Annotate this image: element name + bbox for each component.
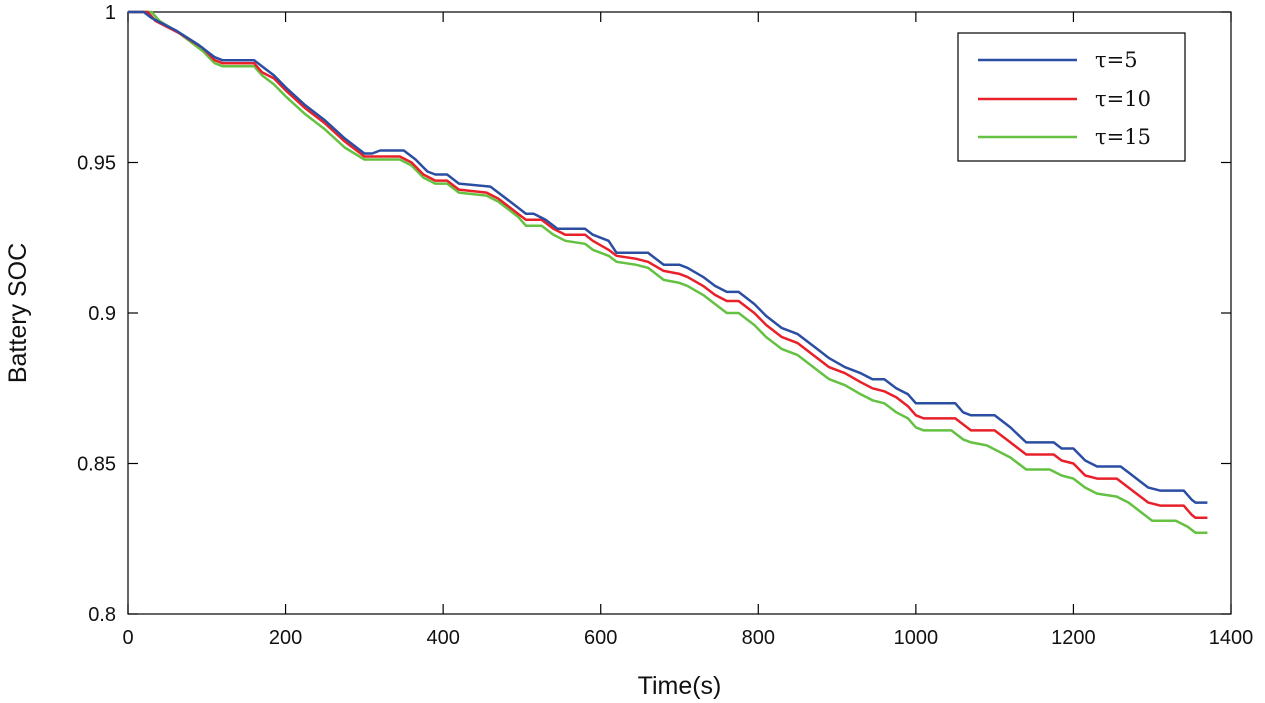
x-axis-label: Time(s)	[638, 672, 722, 700]
legend-label-tau5: τ=5	[1095, 48, 1138, 72]
y-tick-label: 0.8	[88, 604, 116, 626]
series-line-tau10	[128, 10, 1208, 519]
y-axis-label: Battery SOC	[4, 243, 32, 383]
x-tick-label: 1200	[1051, 627, 1096, 649]
legend-label-tau15: τ=15	[1095, 125, 1151, 149]
x-tick-label: 200	[269, 627, 302, 649]
series-layer	[128, 10, 1208, 534]
x-tick-label: 0	[122, 627, 133, 649]
x-tick-label: 1400	[1209, 627, 1254, 649]
x-tick-label: 600	[584, 627, 617, 649]
y-tick-label: 0.9	[88, 303, 116, 325]
legend-label-tau10: τ=10	[1095, 87, 1151, 111]
x-tick-label: 400	[426, 627, 459, 649]
x-tick-label: 800	[742, 627, 775, 649]
y-tick-label: 0.95	[77, 153, 116, 175]
y-tick-label: 0.85	[77, 454, 116, 476]
legend: τ=5 τ=10 τ=15	[957, 32, 1186, 162]
x-tick-label: 1000	[894, 627, 939, 649]
y-tick-label: 1	[105, 2, 116, 24]
series-line-tau5	[128, 10, 1208, 504]
series-line-tau15	[128, 10, 1208, 534]
axis-ticks: 0 200 400 600 800 1000 1200 1400 0.8 0.85 0.9 0.95 1	[77, 2, 1253, 649]
legend-box	[957, 32, 1186, 162]
